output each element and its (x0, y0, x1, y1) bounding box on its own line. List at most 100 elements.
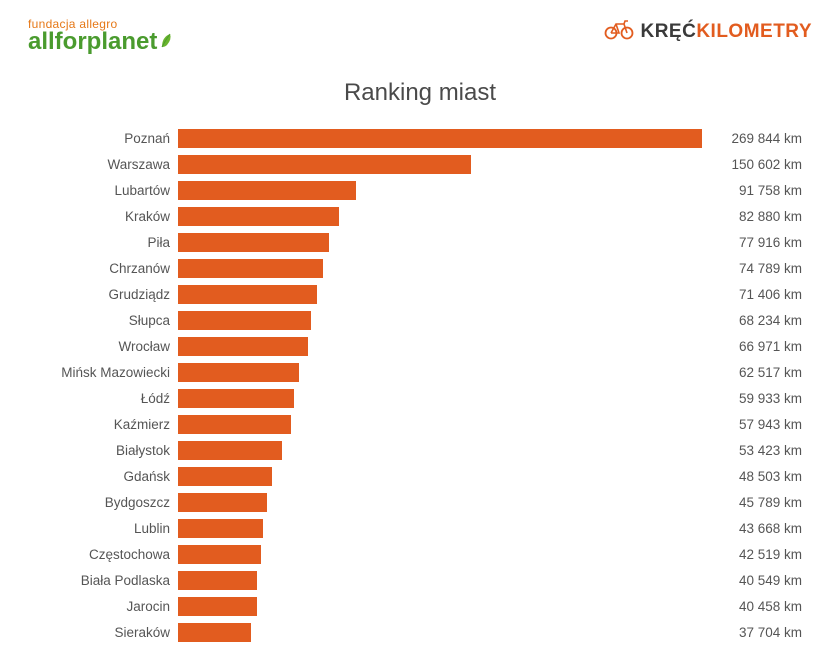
bar-track: 40 549 km (178, 567, 802, 593)
value-label: 82 880 km (739, 209, 802, 224)
bar (178, 441, 282, 460)
city-label: Wrocław (43, 339, 178, 354)
bar (178, 623, 251, 642)
city-label: Biała Podlaska (43, 573, 178, 588)
city-label: Jarocin (43, 599, 178, 614)
city-label: Warszawa (43, 157, 178, 172)
chart-row: Mińsk Mazowiecki 62 517 km (43, 359, 802, 385)
bar-track: 82 880 km (178, 203, 802, 229)
city-label: Lubartów (43, 183, 178, 198)
bar-track: 57 943 km (178, 411, 802, 437)
bar (178, 155, 471, 174)
bar (178, 597, 257, 616)
value-label: 42 519 km (739, 547, 802, 562)
value-label: 68 234 km (739, 313, 802, 328)
city-label: Słupca (43, 313, 178, 328)
bar-track: 53 423 km (178, 437, 802, 463)
bar-track: 43 668 km (178, 515, 802, 541)
chart-row: Biała Podlaska 40 549 km (43, 567, 802, 593)
value-label: 37 704 km (739, 625, 802, 640)
city-label: Kraków (43, 209, 178, 224)
bar (178, 259, 323, 278)
bar-track: 77 916 km (178, 229, 802, 255)
bar-chart: Poznań 269 844 km Warszawa 150 602 km Lubart… (28, 125, 812, 645)
value-label: 62 517 km (739, 365, 802, 380)
bar-track: 150 602 km (178, 151, 802, 177)
bar (178, 129, 702, 148)
city-label: Bydgoszcz (43, 495, 178, 510)
value-label: 150 602 km (731, 157, 802, 172)
value-label: 45 789 km (739, 495, 802, 510)
value-label: 53 423 km (739, 443, 802, 458)
bar (178, 233, 329, 252)
chart-row: Lubartów 91 758 km (43, 177, 802, 203)
value-label: 74 789 km (739, 261, 802, 276)
city-label: Mińsk Mazowiecki (43, 365, 178, 380)
value-label: 40 549 km (739, 573, 802, 588)
value-label: 40 458 km (739, 599, 802, 614)
kreckilometry-logo: KRĘĆKILOMETRY (604, 18, 812, 45)
chart-row: Sieraków 37 704 km (43, 619, 802, 645)
bar (178, 285, 317, 304)
chart-row: Kraków 82 880 km (43, 203, 802, 229)
chart-row: Wrocław 66 971 km (43, 333, 802, 359)
chart-row: Poznań 269 844 km (43, 125, 802, 151)
chart-row: Słupca 68 234 km (43, 307, 802, 333)
city-label: Piła (43, 235, 178, 250)
chart-row: Chrzanów 74 789 km (43, 255, 802, 281)
chart-row: Łódź59 933 km (43, 385, 802, 411)
chart-row: Lublin43 668 km (43, 515, 802, 541)
city-label: Gdańsk (43, 469, 178, 484)
city-label: Sieraków (43, 625, 178, 640)
chart-row: Kaźmierz 57 943 km (43, 411, 802, 437)
bar (178, 545, 261, 564)
chart-row: Białystok 53 423 km (43, 437, 802, 463)
bar (178, 415, 291, 434)
bar-track: 68 234 km (178, 307, 802, 333)
bar-track: 62 517 km (178, 359, 802, 385)
value-label: 57 943 km (739, 417, 802, 432)
bar (178, 311, 311, 330)
value-label: 71 406 km (739, 287, 802, 302)
bar-track: 48 503 km (178, 463, 802, 489)
bar-track: 66 971 km (178, 333, 802, 359)
logo-right-text: KRĘĆKILOMETRY (640, 21, 812, 43)
city-label: Grudziądz (43, 287, 178, 302)
bar (178, 337, 308, 356)
bar-track: 40 458 km (178, 593, 802, 619)
bar (178, 363, 299, 382)
allforplanet-logo: fundacja allegro allforplanet (28, 18, 175, 54)
bar-track: 74 789 km (178, 255, 802, 281)
city-label: Kaźmierz (43, 417, 178, 432)
city-label: Chrzanów (43, 261, 178, 276)
chart-row: Częstochowa42 519 km (43, 541, 802, 567)
value-label: 269 844 km (731, 131, 802, 146)
bar-track: 91 758 km (178, 177, 802, 203)
bar-track: 59 933 km (178, 385, 802, 411)
chart-row: Gdańsk 48 503 km (43, 463, 802, 489)
value-label: 66 971 km (739, 339, 802, 354)
logo-left-title: allforplanet (28, 30, 175, 54)
bar (178, 181, 356, 200)
chart-row: Bydgoszcz 45 789 km (43, 489, 802, 515)
value-label: 91 758 km (739, 183, 802, 198)
bar-track: 37 704 km (178, 619, 802, 645)
bar-track: 42 519 km (178, 541, 802, 567)
leaf-icon (159, 30, 175, 54)
bar-track: 71 406 km (178, 281, 802, 307)
bar-track: 45 789 km (178, 489, 802, 515)
chart-row: Jarocin 40 458 km (43, 593, 802, 619)
bar (178, 493, 267, 512)
bar (178, 571, 257, 590)
value-label: 43 668 km (739, 521, 802, 536)
city-label: Poznań (43, 131, 178, 146)
value-label: 48 503 km (739, 469, 802, 484)
header: fundacja allegro allforplanet KRĘĆKILOME… (28, 18, 812, 54)
bar (178, 207, 339, 226)
bar-track: 269 844 km (178, 125, 802, 151)
chart-row: Piła 77 916 km (43, 229, 802, 255)
city-label: Białystok (43, 443, 178, 458)
chart-row: Grudziądz 71 406 km (43, 281, 802, 307)
chart-row: Warszawa 150 602 km (43, 151, 802, 177)
value-label: 77 916 km (739, 235, 802, 250)
